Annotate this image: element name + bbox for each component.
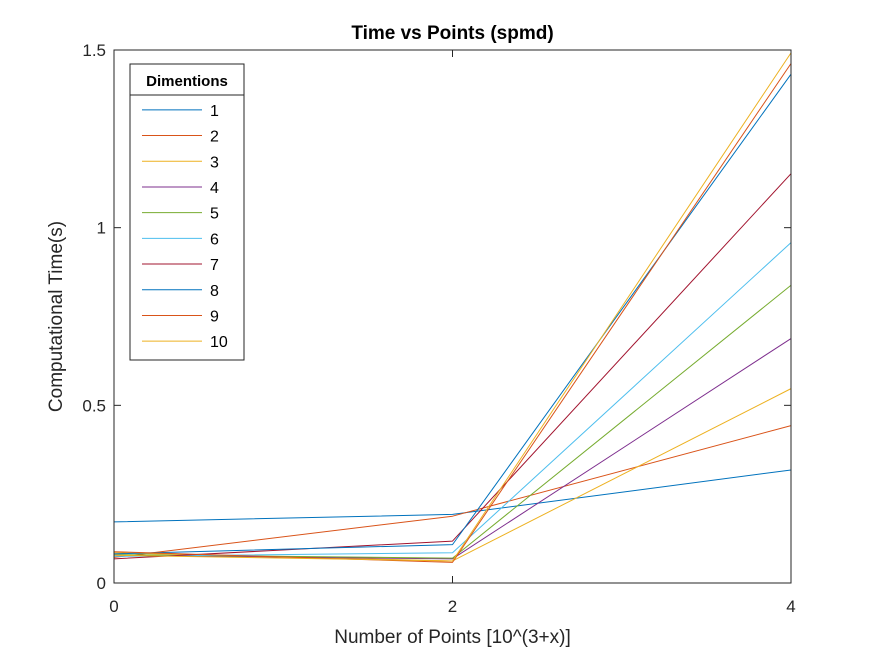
series-line-10 xyxy=(113,52,792,562)
y-tick-label: 1 xyxy=(97,219,106,238)
legend-label: 3 xyxy=(210,154,219,171)
x-tick-label: 4 xyxy=(786,597,795,616)
series-line-9 xyxy=(113,63,792,563)
legend-entry-1: 1 xyxy=(142,103,219,120)
y-tick-label: 1.5 xyxy=(82,41,106,60)
legend-entry-9: 9 xyxy=(142,308,219,325)
legend-label: 2 xyxy=(210,129,219,146)
legend-box xyxy=(129,63,245,361)
legend-entry-3: 3 xyxy=(142,154,219,171)
series-line-7 xyxy=(113,173,792,560)
legend-title: Dimentions xyxy=(146,73,228,90)
legend-entry-7: 7 xyxy=(142,257,219,274)
legend: Dimentions 1 2 3 4 5 6 7 8 9 10 xyxy=(129,63,245,361)
series-line-8 xyxy=(113,73,792,555)
legend-entries: 1 2 3 4 5 6 7 8 9 10 xyxy=(142,103,228,351)
series-layer xyxy=(113,52,792,563)
series-line-1 xyxy=(113,469,792,523)
y-tick-label: 0.5 xyxy=(82,396,106,415)
tick-layer: 0 2 4 0 0.5 1 1.5 xyxy=(82,41,795,616)
legend-label: 7 xyxy=(210,257,219,274)
series-line-4 xyxy=(113,338,792,560)
chart-title: Time vs Points (spmd) xyxy=(351,23,553,44)
legend-label: 5 xyxy=(210,206,219,223)
legend-label: 8 xyxy=(210,283,219,300)
legend-label: 1 xyxy=(210,103,219,120)
legend-label: 4 xyxy=(210,180,219,197)
legend-label: 10 xyxy=(210,334,228,351)
legend-entry-6: 6 xyxy=(142,231,219,248)
y-axis-label: Computational Time(s) xyxy=(46,221,67,412)
series-line-2 xyxy=(113,425,792,558)
legend-entry-4: 4 xyxy=(142,180,219,197)
y-tick-label: 0 xyxy=(97,574,106,593)
x-tick-label: 2 xyxy=(448,597,457,616)
legend-label: 6 xyxy=(210,231,219,248)
legend-label: 9 xyxy=(210,308,219,325)
legend-entry-2: 2 xyxy=(142,129,219,146)
legend-entry-5: 5 xyxy=(142,206,219,223)
x-axis-label: Number of Points [10^(3+x)] xyxy=(334,627,571,648)
x-tick-label: 0 xyxy=(109,597,118,616)
legend-entry-10: 10 xyxy=(142,334,228,351)
legend-entry-8: 8 xyxy=(142,283,219,300)
